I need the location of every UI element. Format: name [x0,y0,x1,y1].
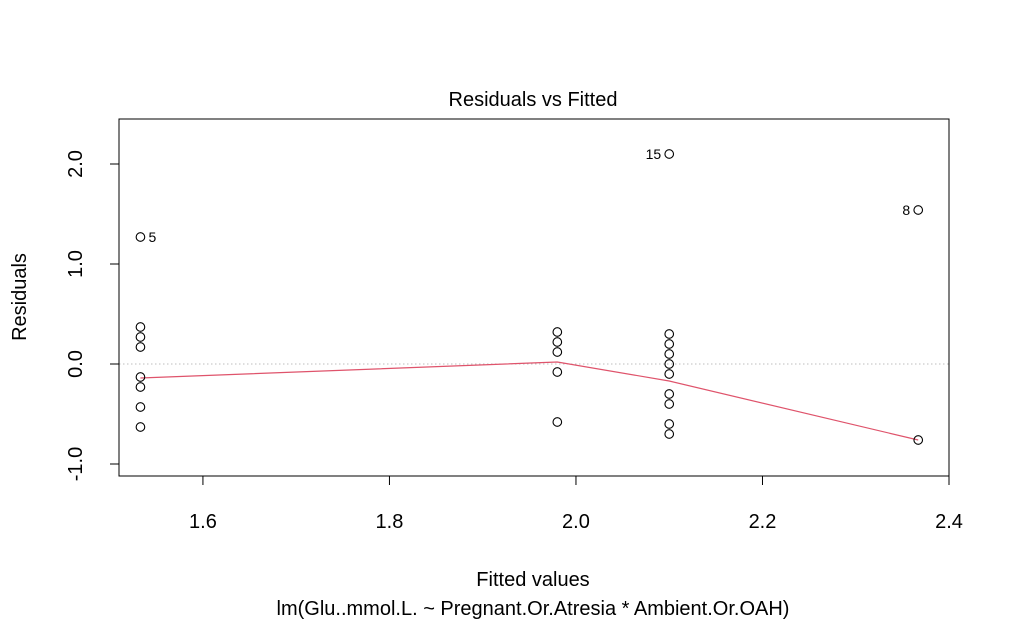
data-point [135,232,146,242]
point-label: 5 [148,229,156,245]
data-point [664,359,675,369]
point-labels-layer: 5 15 8 [148,146,910,245]
data-point [664,429,675,439]
points-layer [135,149,924,445]
data-point [664,339,675,349]
x-tick-label: 1.8 [376,511,404,533]
data-point [135,422,146,432]
data-point [664,369,675,379]
data-point [135,382,146,392]
data-point [552,337,563,347]
data-point [664,149,675,159]
data-point [552,367,563,377]
data-point [664,349,675,359]
data-point [135,342,146,352]
x-tick-label: 1.6 [189,511,217,533]
chart-title: Residuals vs Fitted [449,89,618,111]
data-point [552,417,563,427]
y-tick-label: 0.0 [65,350,87,378]
data-point [664,419,675,429]
data-point [135,402,146,412]
y-tick-label: 1.0 [65,250,87,278]
y-axis-label: Residuals [9,253,31,341]
x-tick-label: 2.2 [749,511,777,533]
x-tick-label: 2.4 [935,511,963,533]
data-point [913,205,924,215]
data-point [135,332,146,342]
data-point [664,399,675,409]
point-label: 8 [902,202,910,218]
y-tick-label: 2.0 [65,150,87,178]
y-tick-label: -1.0 [65,447,87,481]
plot-frame [118,118,950,477]
data-point [552,327,563,337]
x-axis: 1.6 1.8 2.0 2.2 2.4 [189,475,963,533]
x-tick-label: 2.0 [562,511,590,533]
data-point [664,329,675,339]
data-point [135,322,146,332]
data-point [552,347,563,357]
model-formula-subtitle: lm(Glu..mmol.L. ~ Pregnant.Or.Atresia * … [277,598,790,620]
x-axis-label: Fitted values [476,569,589,591]
y-axis: -1.0 0.0 1.0 2.0 [65,150,120,481]
data-point [913,435,924,445]
smooth-line-layer [140,361,919,441]
smooth-line [140,361,919,441]
point-label: 15 [646,146,662,162]
data-point [664,389,675,399]
data-point [135,372,146,382]
